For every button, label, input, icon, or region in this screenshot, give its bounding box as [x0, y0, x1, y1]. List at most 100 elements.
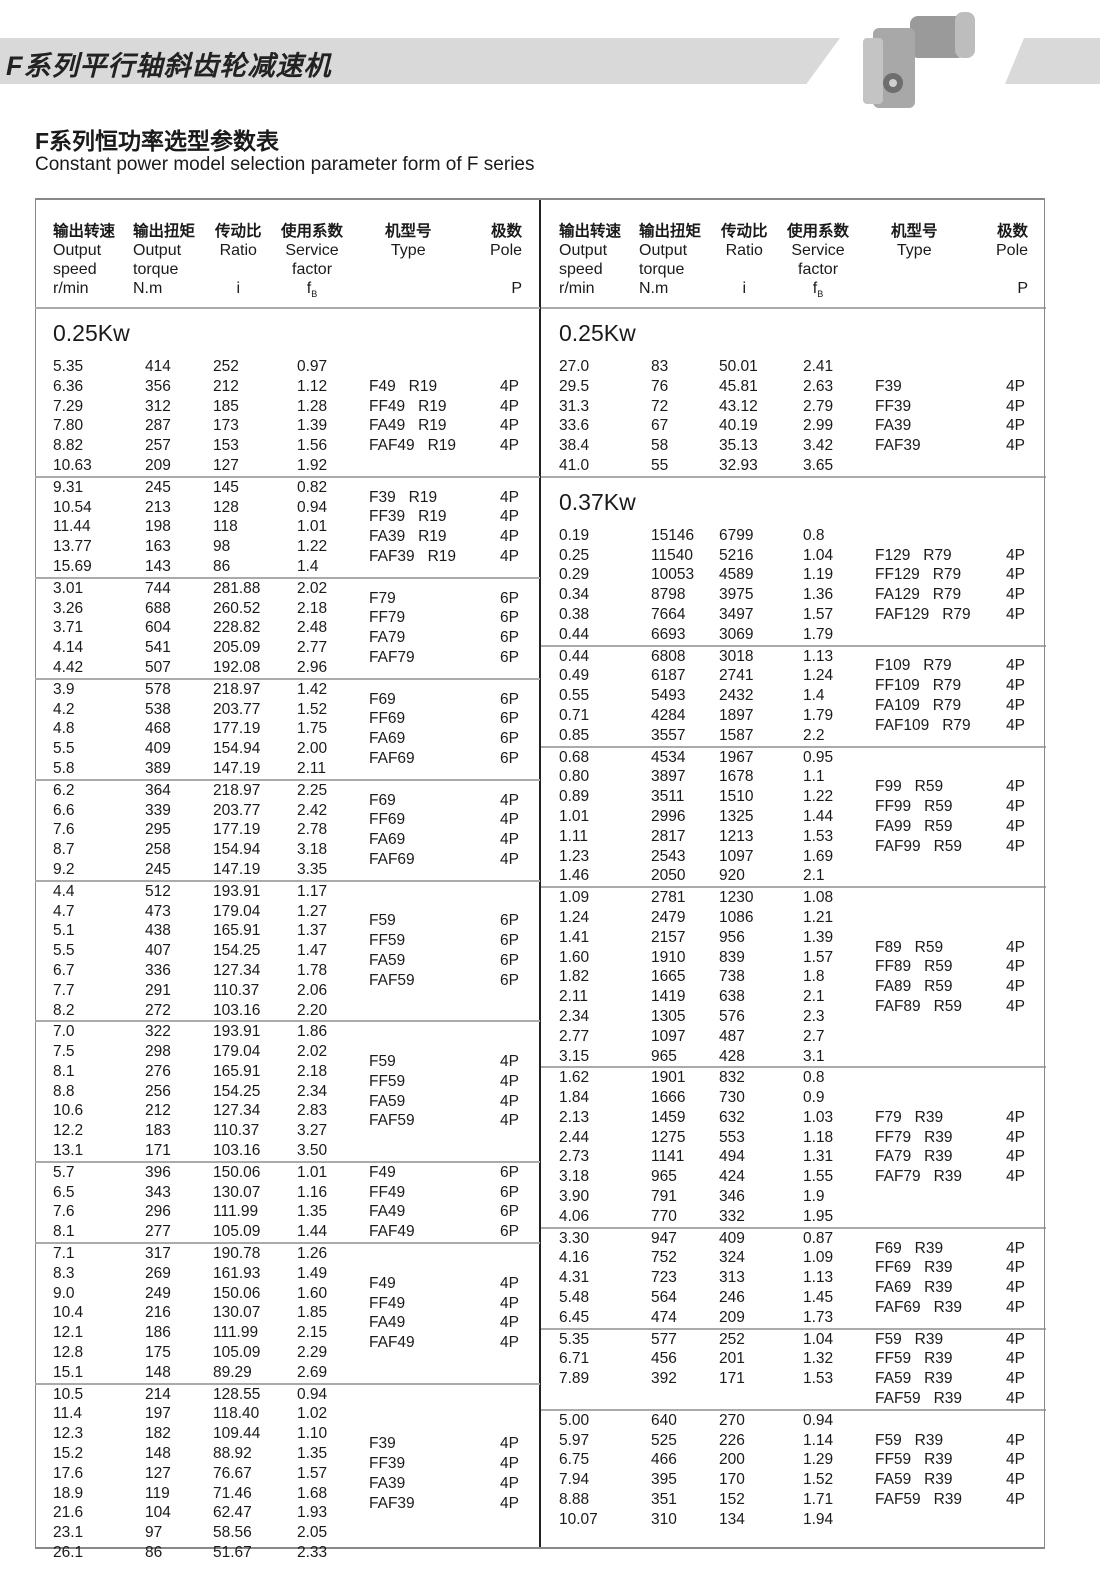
type-row: FF39 4P — [369, 1454, 540, 1474]
output-speed-cell: 11.4 — [53, 1405, 83, 1423]
type-cell: FA69 — [369, 730, 406, 748]
ratio-cell: 86 — [213, 557, 231, 575]
output-speed-cell: 15.1 — [53, 1363, 84, 1381]
output-torque-cell: 143 — [145, 557, 171, 575]
ratio-cell: 170 — [719, 1471, 745, 1489]
header-en-label: Output — [559, 242, 608, 259]
pole-cell: 4P — [500, 1454, 519, 1472]
output-torque-cell: 2050 — [651, 867, 686, 885]
header-unit: r/min — [53, 280, 89, 297]
service-factor-cell: 2.11 — [297, 759, 327, 777]
output-speed-cell: 1.01 — [559, 807, 590, 825]
table-row: 7.1 317 190.78 1.26 — [35, 1244, 540, 1264]
ratio-cell: 228.82 — [213, 619, 261, 637]
ratio-cell: 154.25 — [213, 1082, 261, 1100]
table-row: 8.8 256 154.25 2.34 — [35, 1082, 540, 1102]
output-speed-cell: 7.94 — [559, 1471, 590, 1489]
header-unit: N.m — [133, 280, 163, 297]
table-row: 2.73 1141 494 1.31 — [541, 1147, 1046, 1167]
table-row: 5.00 640 270 0.94 — [541, 1411, 1046, 1431]
model-types: F39 4P FF39 4P FA39 4P FAF39 4P — [369, 1385, 540, 1563]
output-torque-cell: 1666 — [651, 1089, 686, 1107]
type-cell: FAF39 — [369, 1494, 415, 1512]
output-speed-cell: 8.3 — [53, 1264, 75, 1282]
output-torque-cell: 389 — [145, 759, 171, 777]
gear-reducer-image — [863, 12, 975, 108]
table-row: 0.44 6693 3069 1.79 — [541, 625, 1046, 645]
pole-cell: 4P — [1006, 1431, 1025, 1449]
model-group: 5.7 396 150.06 1.01 6.5 343 130.07 1.16 7.6 296 11… — [35, 1163, 540, 1245]
table-row: 2.77 1097 487 2.7 — [541, 1027, 1046, 1047]
model-types: F59 R39 4P FF59 R39 4P FA59 R39 4P FAF59 R39 4P — [875, 1411, 1046, 1530]
output-torque-cell: 4284 — [651, 706, 686, 724]
service-factor-cell: 1.29 — [803, 1451, 834, 1469]
title-banner-end — [1005, 38, 1100, 84]
ratio-cell: 1967 — [719, 748, 754, 766]
type-row: FAF59 R39 4P — [875, 1389, 1046, 1409]
model-group: 9.31 245 145 0.82 10.54 213 128 0.94 11.44 198 118… — [35, 478, 540, 579]
ratio-cell: 201 — [719, 1350, 745, 1368]
output-torque-cell: 245 — [145, 860, 171, 878]
table-row: 18.9 119 71.46 1.68 — [35, 1484, 540, 1504]
model-types: F79 6P FF79 6P FA79 6P FAF79 6P — [369, 579, 540, 678]
pole-cell: 4P — [1006, 716, 1025, 734]
output-speed-cell: 11.44 — [53, 518, 91, 536]
table-row: 6.36 356 212 1.12 — [35, 377, 540, 397]
output-torque-cell: 216 — [145, 1304, 171, 1322]
ratio-cell: 1097 — [719, 847, 754, 865]
pole-cell: 4P — [500, 508, 519, 526]
table-row: 6.6 339 203.77 2.42 — [35, 801, 540, 821]
header-pole: 极数 Pole P — [996, 222, 1028, 298]
output-torque-cell: 438 — [145, 922, 171, 940]
type-row: FAF39 4P — [369, 1494, 540, 1514]
pole-cell: 4P — [500, 851, 519, 869]
type-row: FAF79 R39 4P — [875, 1167, 1046, 1187]
pole-cell: 6P — [500, 1183, 519, 1201]
type-cell: F69 — [369, 791, 396, 809]
pole-cell: 4P — [1006, 1451, 1025, 1469]
type-cell: F49 R19 — [369, 377, 438, 395]
ratio-cell: 252 — [213, 358, 239, 375]
output-speed-cell: 4.8 — [53, 720, 75, 738]
output-torque-cell: 3557 — [651, 726, 686, 744]
output-torque-cell: 466 — [651, 1451, 677, 1469]
pole-cell: 4P — [1006, 677, 1025, 695]
table-row: 7.6 295 177.19 2.78 — [35, 820, 540, 840]
output-torque-cell: 744 — [145, 579, 171, 597]
service-factor-cell: 1.55 — [803, 1168, 834, 1186]
model-group: 1.09 2781 1230 1.08 1.24 2479 1086 1.21 1.41 2157… — [541, 888, 1046, 1069]
output-speed-cell: 0.85 — [559, 726, 590, 744]
output-speed-cell: 6.75 — [559, 1451, 590, 1469]
table-row: 13.77 163 98 1.22 — [35, 537, 540, 557]
ratio-cell: 1510 — [719, 788, 754, 806]
output-speed-cell: 0.38 — [559, 605, 590, 623]
header-unit: r/min — [559, 280, 595, 297]
header-service-factor: 使用系数 Service factor fB — [787, 222, 849, 304]
type-cell: FF39 — [875, 397, 912, 415]
output-speed-cell: 8.82 — [53, 437, 84, 455]
service-factor-cell: 2.18 — [297, 599, 328, 617]
pole-cell: 4P — [500, 548, 519, 566]
table-header: 输出转速 Output speed r/min 输出扭矩 Output torque N.m 传… — [35, 200, 540, 309]
table-row: 13.1 171 103.16 3.50 — [35, 1141, 540, 1161]
header-cn-label: 输出扭矩 — [133, 223, 196, 240]
output-torque-cell: 209 — [145, 456, 171, 474]
output-speed-cell: 7.80 — [53, 417, 84, 435]
output-torque-cell: 512 — [145, 882, 171, 900]
pole-cell: 4P — [1006, 1370, 1025, 1388]
output-speed-cell: 1.82 — [559, 968, 590, 986]
ratio-cell: 205.09 — [213, 639, 261, 657]
table-row: 2.11 1419 638 2.1 — [541, 987, 1046, 1007]
output-torque-cell: 212 — [145, 1102, 171, 1120]
service-factor-cell: 1.79 — [803, 706, 834, 724]
ratio-cell: 173 — [213, 417, 239, 435]
table-row: 7.0 322 193.91 1.86 — [35, 1022, 540, 1042]
service-factor-cell: 1.14 — [803, 1431, 834, 1449]
pole-cell: 4P — [500, 397, 519, 415]
ratio-cell: 177.19 — [213, 720, 261, 738]
output-torque-cell: 468 — [145, 720, 171, 738]
model-group: 0.68 4534 1967 0.95 0.80 3897 1678 1.1 0.89 3511 1… — [541, 748, 1046, 889]
table-row: 10.54 213 128 0.94 — [35, 498, 540, 518]
ratio-cell: 58.56 — [213, 1524, 252, 1542]
ratio-cell: 111.99 — [213, 1203, 259, 1221]
